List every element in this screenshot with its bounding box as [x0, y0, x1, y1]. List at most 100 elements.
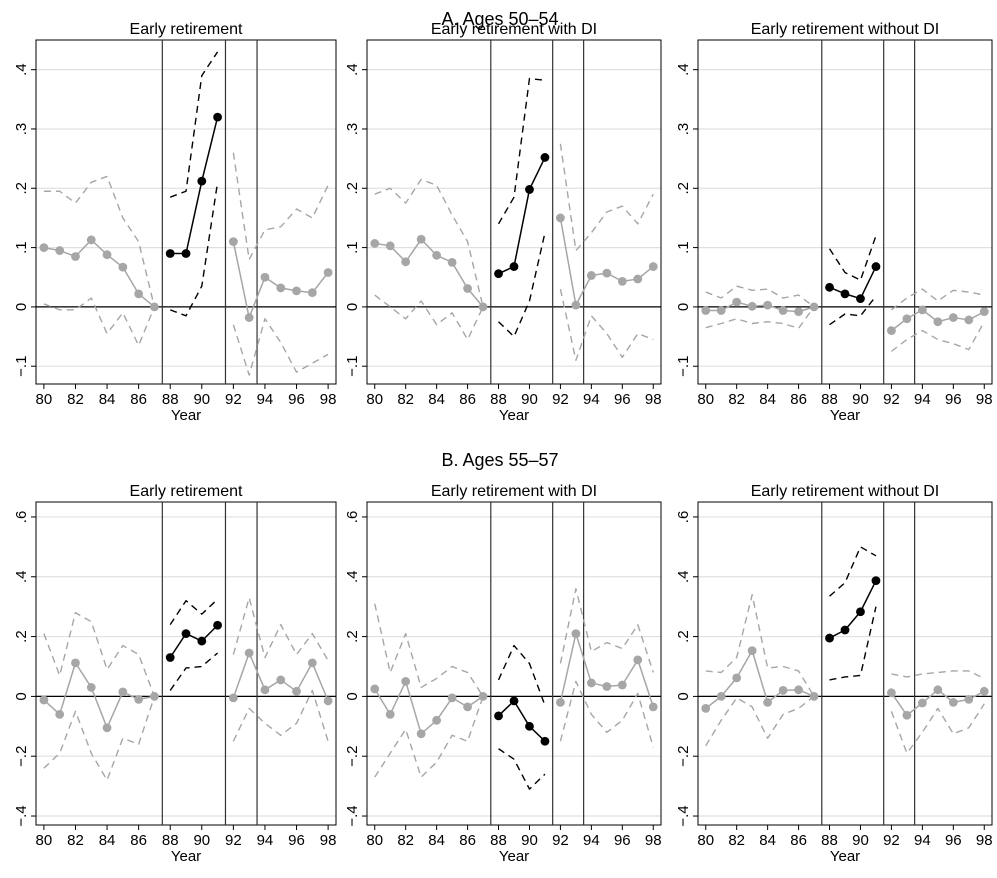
y-tick-label: .4	[344, 571, 361, 584]
y-tick-label: .4	[13, 571, 30, 584]
y-tick-label: −.1	[344, 356, 361, 377]
data-point	[763, 697, 773, 707]
panels: Early retirement −.1 0 .1 .2 .3 .4 80 82 84 86 88 90…	[13, 21, 993, 865]
data-point	[150, 692, 159, 701]
lower-ci-line	[232, 318, 329, 376]
chart-panel: Early retirement −.4 −.2 0 .2 .4 .6 80 82 84 86 88 9…	[13, 483, 337, 865]
lower-ci-line	[169, 182, 219, 317]
lower-ci-line	[43, 696, 156, 781]
data-point	[964, 315, 974, 325]
lower-ci-line	[169, 652, 219, 691]
upper-ci-line	[232, 152, 329, 261]
y-tick-label: .2	[344, 182, 361, 195]
section-title-b: B. Ages 55–57	[441, 450, 558, 470]
x-tick-label: 84	[428, 391, 445, 408]
upper-ci-line	[829, 546, 877, 597]
x-tick-label: 92	[225, 832, 242, 849]
data-point	[747, 301, 757, 311]
x-tick-label: 98	[976, 832, 993, 849]
y-tick-label: .6	[675, 511, 692, 524]
lower-ci-line	[705, 306, 815, 329]
x-tick-label: 80	[36, 391, 53, 408]
x-axis-label: Year	[171, 848, 201, 865]
x-tick-label: 98	[320, 832, 337, 849]
data-point	[276, 283, 286, 293]
upper-ci-line	[828, 235, 877, 281]
x-tick-label: 84	[759, 832, 776, 849]
lower-ci-line	[43, 297, 156, 347]
panel-title: Early retirement without DI	[751, 483, 940, 500]
y-tick-label: .6	[13, 511, 30, 524]
data-point	[447, 693, 457, 703]
data-point	[509, 262, 519, 271]
x-tick-label: 84	[428, 832, 445, 849]
data-point	[102, 250, 112, 260]
upper-ci-line	[705, 594, 815, 697]
x-tick-label: 88	[162, 391, 179, 408]
y-tick-label: −.1	[675, 356, 692, 377]
data-point	[716, 692, 726, 701]
data-point	[732, 673, 742, 683]
lower-ci-line	[232, 689, 329, 742]
data-point	[197, 176, 207, 186]
x-tick-label: 92	[552, 832, 569, 849]
lower-ci-line	[498, 748, 546, 790]
panel-title: Early retirement without DI	[751, 21, 940, 38]
data-point	[701, 306, 711, 315]
panel-title: Early retirement	[130, 21, 243, 38]
y-tick-label: −.2	[344, 746, 361, 767]
data-point	[244, 313, 254, 322]
plot-frame	[366, 39, 662, 385]
x-tick-label: 90	[193, 391, 210, 408]
data-point	[86, 683, 96, 692]
y-tick-label: .3	[13, 123, 30, 136]
y-tick-label: −.2	[13, 746, 30, 767]
data-point	[118, 687, 128, 697]
chart-panel: Early retirement −.1 0 .1 .2 .3 .4 80 82 84 86 88 90…	[13, 21, 337, 424]
lower-ci-line	[829, 606, 877, 681]
data-point	[432, 250, 442, 260]
data-point	[416, 234, 426, 244]
lower-ci-line	[890, 703, 985, 754]
y-tick-label: 0	[675, 303, 692, 311]
data-point	[701, 703, 711, 713]
data-point	[586, 678, 596, 688]
plot-frame	[697, 501, 993, 826]
data-point	[933, 685, 943, 695]
plot-frame	[35, 39, 337, 385]
chart-panel: Early retirement without DI −.4 −.2 0 .2 .4 .6…	[675, 483, 993, 865]
data-point	[856, 607, 865, 617]
data-point	[794, 307, 803, 317]
estimate-line	[169, 624, 219, 658]
data-point	[244, 648, 254, 658]
data-point	[213, 112, 222, 122]
data-point	[556, 213, 565, 223]
data-point	[370, 684, 380, 694]
y-tick-label: 0	[675, 692, 692, 700]
data-point	[71, 252, 80, 261]
data-point	[39, 695, 49, 705]
data-point	[633, 274, 643, 284]
data-point	[401, 257, 411, 267]
data-point	[416, 729, 426, 739]
upper-ci-line	[497, 77, 546, 225]
x-tick-label: 88	[490, 391, 507, 408]
data-point	[478, 302, 488, 312]
upper-ci-line	[374, 603, 484, 697]
upper-ci-line	[169, 51, 219, 198]
data-point	[902, 710, 912, 720]
lower-ci-line	[374, 294, 484, 341]
y-tick-label: .2	[13, 182, 30, 195]
data-point	[71, 658, 80, 668]
x-tick-label: 96	[614, 391, 631, 408]
y-tick-label: 0	[13, 303, 30, 311]
data-point	[55, 246, 65, 255]
x-tick-label: 80	[36, 832, 53, 849]
data-point	[292, 686, 301, 696]
upper-ci-line	[374, 178, 484, 308]
x-tick-label: 84	[759, 391, 776, 408]
data-point	[648, 702, 658, 712]
lower-ci-line	[829, 295, 877, 326]
y-tick-label: −.4	[344, 805, 361, 826]
